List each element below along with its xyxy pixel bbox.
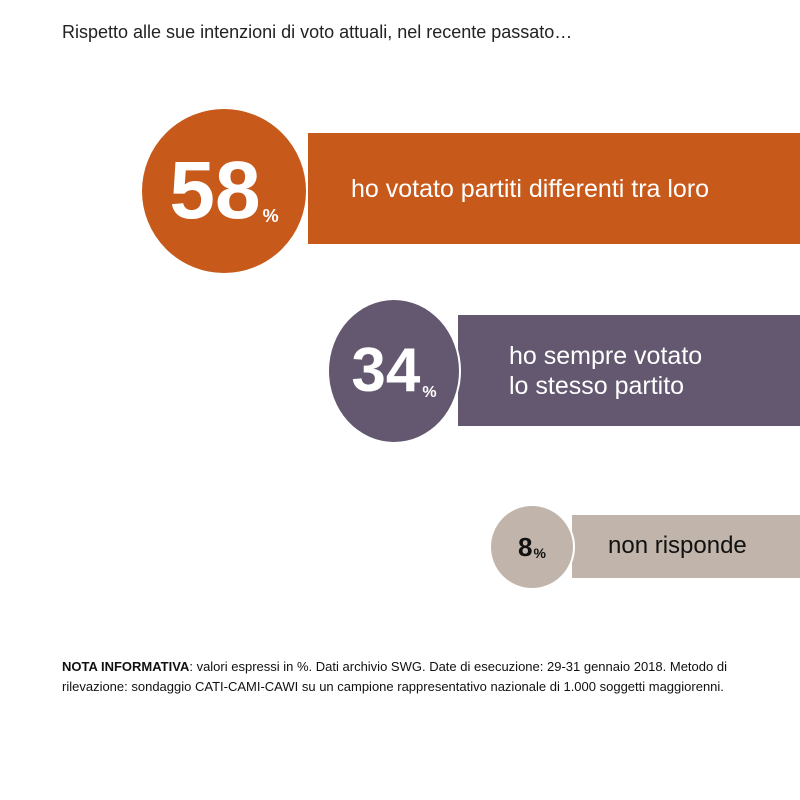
chart-question: Rispetto alle sue intenzioni di voto att… xyxy=(62,22,573,42)
result-unit-3: % xyxy=(533,545,546,561)
informative-note-text: : valori espressi in %. Dati archivio SW… xyxy=(62,659,727,694)
result-circle-3: 8 % xyxy=(489,504,575,590)
result-bar-1: ho votato partiti differenti tra loro xyxy=(308,133,800,244)
result-label-2: ho sempre votato lo stesso partito xyxy=(509,341,702,401)
result-circle-1: 58 % xyxy=(140,107,308,275)
result-value-3: 8 xyxy=(518,532,533,562)
result-label-3-line-1: non risponde xyxy=(608,532,747,560)
result-label-1: ho votato partiti differenti tra loro xyxy=(351,174,709,204)
result-label-2-line-2: lo stesso partito xyxy=(509,371,685,400)
result-label-3: non risponde xyxy=(608,532,747,561)
result-unit-2: % xyxy=(422,384,437,401)
result-label-2-line-1: ho sempre votato xyxy=(509,341,703,370)
result-value-1: 58 xyxy=(169,145,261,236)
result-value-2: 34 xyxy=(351,336,421,405)
result-label-1-line-1: ho votato partiti differenti tra loro xyxy=(351,174,710,203)
result-circle-2: 34 % xyxy=(327,298,461,444)
informative-note-label: NOTA INFORMATIVA xyxy=(62,659,190,674)
result-unit-1: % xyxy=(262,206,279,226)
informative-note: NOTA INFORMATIVA: valori espressi in %. … xyxy=(62,657,762,697)
result-bar-3: non risponde xyxy=(572,515,800,578)
result-bar-2: ho sempre votato lo stesso partito xyxy=(458,315,800,426)
